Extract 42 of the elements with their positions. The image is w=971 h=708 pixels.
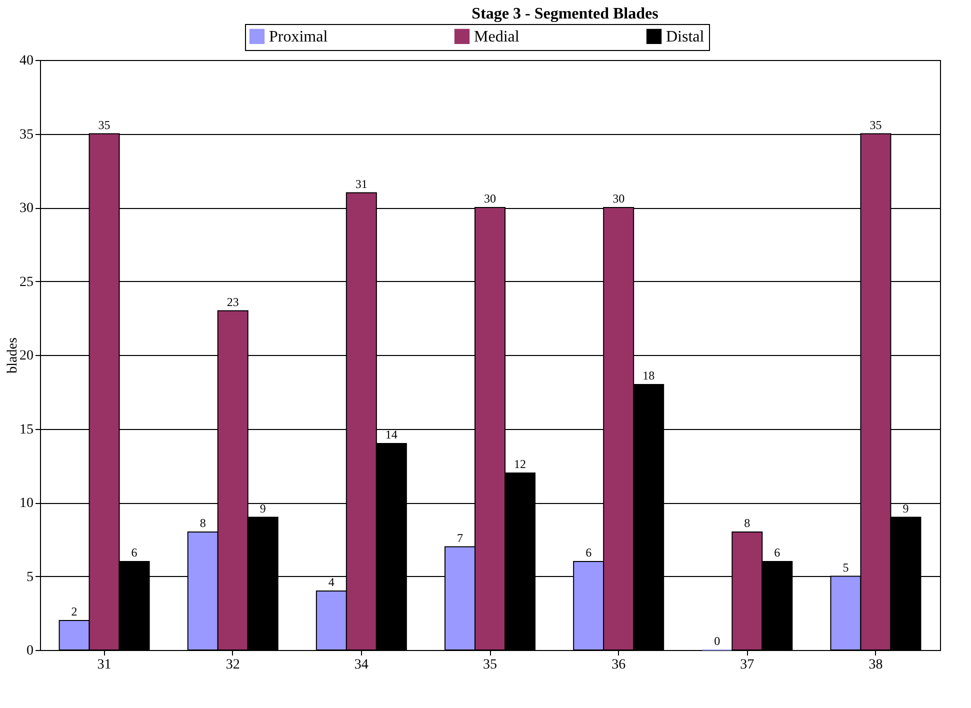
y-tick-label: 30	[20, 201, 34, 216]
data-label: 35	[98, 118, 110, 132]
data-label: 14	[385, 428, 398, 442]
data-label: 30	[484, 192, 496, 206]
x-tick-label: 34	[354, 658, 368, 672]
data-label: 4	[328, 575, 334, 589]
data-label: 9	[902, 501, 909, 516]
data-label: 31	[355, 176, 368, 191]
data-label: 35	[870, 118, 882, 132]
x-tick-label: 36	[612, 658, 626, 672]
data-label: 8	[744, 516, 750, 530]
y-tick-label: 15	[20, 422, 34, 438]
legend-label: Medial	[474, 28, 520, 46]
data-label: 6	[131, 546, 138, 560]
y-tick-label: 40	[20, 54, 34, 68]
x-tick-label: 32	[226, 658, 240, 672]
y-tick-label: 10	[20, 496, 34, 511]
data-label: 5	[842, 560, 849, 574]
data-label: 12	[514, 457, 526, 471]
y-axis-title: blades	[6, 338, 20, 374]
data-label: 0	[714, 634, 720, 648]
x-tick-label: 31	[97, 658, 112, 672]
data-label: 6	[586, 546, 592, 560]
y-tick-label: 35	[20, 127, 34, 142]
chart-title: Stage 3 - Segmented Blades	[472, 6, 658, 22]
y-tick-label: 25	[20, 274, 34, 290]
x-tick-label: 37	[740, 658, 754, 672]
data-label: 2	[71, 604, 78, 618]
data-label: 18	[642, 368, 655, 382]
data-label: 7	[457, 530, 463, 545]
data-label: 6	[774, 546, 780, 560]
y-tick-label: 0	[26, 644, 34, 658]
data-label: 23	[226, 294, 239, 309]
x-tick-label: 38	[868, 658, 883, 672]
legend-label: Proximal	[269, 28, 328, 46]
data-label: 8	[200, 516, 206, 530]
x-tick-label: 35	[483, 658, 497, 672]
legend-label: Distal	[666, 28, 705, 46]
y-tick-label: 5	[26, 570, 34, 585]
y-tick-label: 20	[20, 348, 34, 364]
data-label: 9	[260, 501, 266, 516]
data-label: 30	[612, 192, 625, 206]
